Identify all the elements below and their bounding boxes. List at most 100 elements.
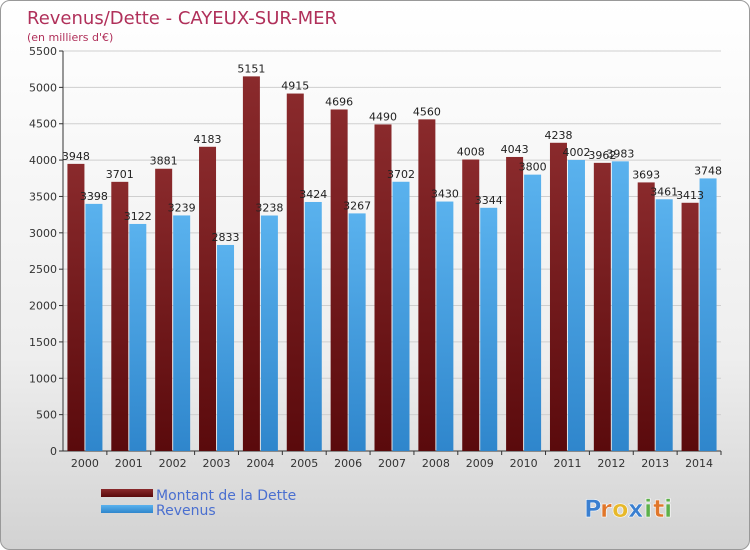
x-tick-label-2006: 2006	[334, 457, 362, 470]
bar-revenus-2008	[436, 201, 454, 451]
chart-title: Revenus/Dette - CAYEUX-SUR-MER	[27, 8, 337, 29]
value-label-dette-2001: 3701	[106, 168, 134, 181]
value-label-revenus-2006: 3267	[343, 199, 371, 212]
legend-label-revenus: Revenus	[156, 503, 216, 519]
bars	[67, 76, 717, 452]
x-tick-label-2011: 2011	[553, 457, 581, 470]
bar-revenus-2014	[699, 178, 717, 451]
value-labels: 3948 3398 3701 3122 3881 3239 4183 2833 5151 3238…	[62, 62, 722, 244]
x-tick-label-2007: 2007	[378, 457, 406, 470]
bar-dette-2009	[462, 159, 480, 451]
bar-revenus-2007	[392, 181, 410, 451]
bar-dette-2004	[242, 76, 260, 451]
bar-dette-2000	[67, 163, 85, 451]
value-label-revenus-2011: 4002	[562, 146, 590, 159]
x-tick-label-2004: 2004	[246, 457, 274, 470]
value-label-revenus-2012: 3983	[606, 147, 634, 160]
value-label-revenus-2003: 2833	[212, 231, 240, 244]
bar-revenus-2004	[260, 215, 278, 451]
y-tick-label-0: 0	[50, 445, 57, 458]
bar-dette-2007	[374, 124, 392, 452]
x-tick-label-2000: 2000	[71, 457, 99, 470]
bar-dette-2001	[111, 181, 129, 451]
logo-letter-3: x	[628, 495, 644, 523]
value-label-dette-2013: 3693	[632, 168, 660, 181]
y-tick-label-1000: 1000	[29, 372, 57, 385]
bar-revenus-2001	[129, 223, 147, 451]
grid-lines	[63, 50, 721, 452]
bar-dette-2011	[549, 142, 567, 452]
value-label-revenus-2009: 3344	[475, 194, 503, 207]
y-tick-label-4000: 4000	[29, 154, 57, 167]
value-label-dette-2004: 5151	[237, 62, 265, 75]
y-tick-label-4500: 4500	[29, 118, 57, 131]
chart-subtitle: (en milliers d'€)	[27, 31, 113, 44]
value-label-dette-2010: 4043	[501, 143, 529, 156]
value-label-dette-2000: 3948	[62, 150, 90, 163]
value-label-revenus-2007: 3702	[387, 168, 415, 181]
bar-dette-2008	[418, 119, 436, 451]
value-label-dette-2006: 4696	[325, 95, 353, 108]
value-label-revenus-2014: 3748	[694, 164, 722, 177]
value-label-dette-2014: 3413	[676, 189, 704, 202]
value-label-dette-2003: 4183	[194, 133, 222, 146]
y-tick-label-3500: 3500	[29, 190, 57, 203]
value-label-dette-2005: 4915	[281, 80, 309, 93]
logo-letter-5: t	[653, 495, 664, 523]
legend: Montant de la Dette Revenus	[101, 488, 296, 519]
x-tick-label-2013: 2013	[641, 457, 669, 470]
legend-swatch-revenus	[101, 505, 153, 513]
value-label-revenus-2013: 3461	[650, 185, 678, 198]
x-tick-label-2008: 2008	[422, 457, 450, 470]
proxiti-logo: Pr o x i t i	[584, 495, 673, 524]
bar-dette-2003	[199, 146, 217, 452]
bar-revenus-2012	[611, 161, 629, 451]
y-tick-label-500: 500	[36, 409, 57, 422]
bar-revenus-2005	[304, 201, 322, 451]
value-label-revenus-2002: 3239	[168, 201, 196, 214]
x-tick-label-2012: 2012	[597, 457, 625, 470]
y-tick-label-1500: 1500	[29, 336, 57, 349]
x-tick-label-2010: 2010	[510, 457, 538, 470]
value-label-dette-2008: 4560	[413, 105, 441, 118]
bar-revenus-2009	[480, 207, 498, 451]
legend-label-debt: Montant de la Dette	[156, 488, 296, 504]
value-label-dette-2007: 4490	[369, 110, 397, 123]
value-label-dette-2012: 3962	[588, 149, 616, 162]
value-label-revenus-2001: 3122	[124, 210, 152, 223]
y-tick-label-2000: 2000	[29, 300, 57, 313]
x-tick-label-2009: 2009	[466, 457, 494, 470]
logo-letter-2: o	[612, 495, 629, 523]
logo-letter-1: r	[600, 495, 612, 523]
bar-revenus-2002	[173, 215, 191, 451]
bar-revenus-2011	[567, 159, 585, 452]
bar-revenus-2013	[655, 199, 673, 451]
value-label-revenus-2008: 3430	[431, 188, 459, 201]
bar-dette-2010	[506, 156, 524, 452]
y-tick-label-3000: 3000	[29, 227, 57, 240]
y-tick-label-5000: 5000	[29, 81, 57, 94]
value-label-revenus-2004: 3238	[255, 202, 283, 215]
x-tick-label-2003: 2003	[203, 457, 231, 470]
value-label-dette-2009: 4008	[457, 146, 485, 159]
y-tick-label-2500: 2500	[29, 263, 57, 276]
bar-dette-2014	[681, 202, 699, 451]
x-tick-label-2002: 2002	[159, 457, 187, 470]
bar-revenus-2003	[217, 244, 235, 451]
logo-letter-0: P	[584, 495, 602, 523]
logo-letter-6: i	[664, 495, 672, 523]
bar-revenus-2006	[348, 213, 366, 451]
value-label-dette-2011: 4238	[544, 129, 572, 142]
legend-swatch-debt	[101, 489, 153, 497]
value-label-revenus-2010: 3800	[519, 161, 547, 174]
bar-dette-2012	[593, 162, 611, 451]
bar-dette-2002	[155, 168, 173, 451]
bar-revenus-2000	[85, 203, 103, 451]
bar-dette-2013	[637, 182, 655, 451]
axes: 0 500 1000 1500 2000 2500 3000 3500 4000 4500 5000…	[29, 45, 722, 470]
bar-revenus-2010	[524, 174, 542, 452]
x-tick-label-2005: 2005	[290, 457, 318, 470]
y-tick-label-5500: 5500	[29, 45, 57, 58]
value-label-revenus-2000: 3398	[80, 190, 108, 203]
